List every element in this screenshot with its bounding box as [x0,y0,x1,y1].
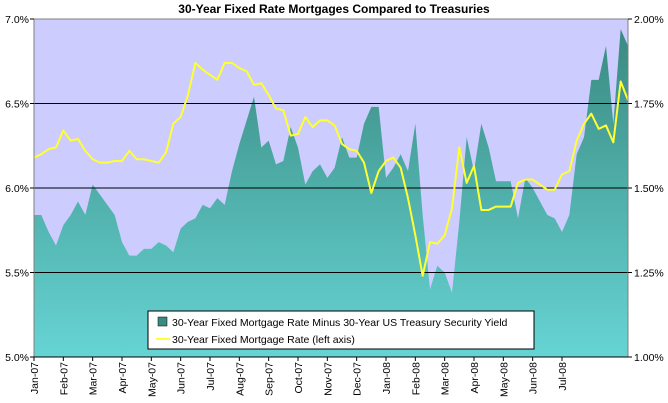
x-axis: Jan-07 Feb-07 Mar-07 Apr-07 May-07 Jun-07 Jul-… [29,356,628,397]
legend-label-rate: 30-Year Fixed Mortgage Rate (left axis) [172,334,355,346]
right-tick-label: 1.50% [634,183,664,195]
left-tick-label: 7.0% [5,14,29,26]
right-tick-label: 1.25% [634,268,664,280]
x-tick-label: Jul-07 [205,362,217,391]
right-tick-label: 2.00% [634,14,664,26]
spread-area [34,29,628,357]
x-tick-label: Oct-07 [293,362,305,394]
right-axis: 1.00% 1.25% 1.50% 1.75% 2.00% [628,14,664,364]
x-tick-label: Feb-08 [410,362,422,395]
left-tick-label: 6.5% [5,99,29,111]
x-tick-label: May-08 [498,362,510,397]
x-tick-label: Dec-07 [352,362,364,396]
legend-box [147,310,535,350]
x-tick-label: Nov-07 [322,362,334,396]
right-tick-label: 1.75% [634,99,664,111]
legend: 30-Year Fixed Mortgage Rate Minus 30-Yea… [147,310,535,350]
mortgage-rate-line [33,61,629,277]
x-tick-label: Feb-07 [58,362,70,395]
x-tick-label: Jan-07 [29,362,41,394]
grid-lines [34,103,628,273]
right-tick-label: 1.00% [634,352,664,364]
x-tick-label: Aug-07 [234,362,246,396]
chart-title: 30-Year Fixed Rate Mortgages Compared to… [178,2,490,16]
left-tick-label: 5.5% [5,268,29,280]
left-tick-label: 5.0% [5,352,29,364]
x-tick-label: Jan-08 [381,362,393,394]
x-tick-label: Jun-07 [176,362,188,394]
legend-swatch-spread [157,316,168,327]
left-tick-label: 6.0% [5,183,29,195]
x-tick-label: Mar-07 [88,362,100,395]
left-axis: 5.0% 5.5% 6.0% 6.5% 7.0% [5,14,34,364]
x-tick-label: Apr-08 [469,362,481,394]
legend-label-spread: 30-Year Fixed Mortgage Rate Minus 30-Yea… [172,317,508,329]
x-tick-label: Mar-08 [440,362,452,395]
x-tick-label: Jun-08 [528,362,540,394]
x-tick-label: May-07 [146,362,158,397]
x-tick-label: Apr-07 [117,362,129,394]
x-tick-label: Sep-07 [264,362,276,396]
x-tick-label: Jul-08 [557,362,569,391]
